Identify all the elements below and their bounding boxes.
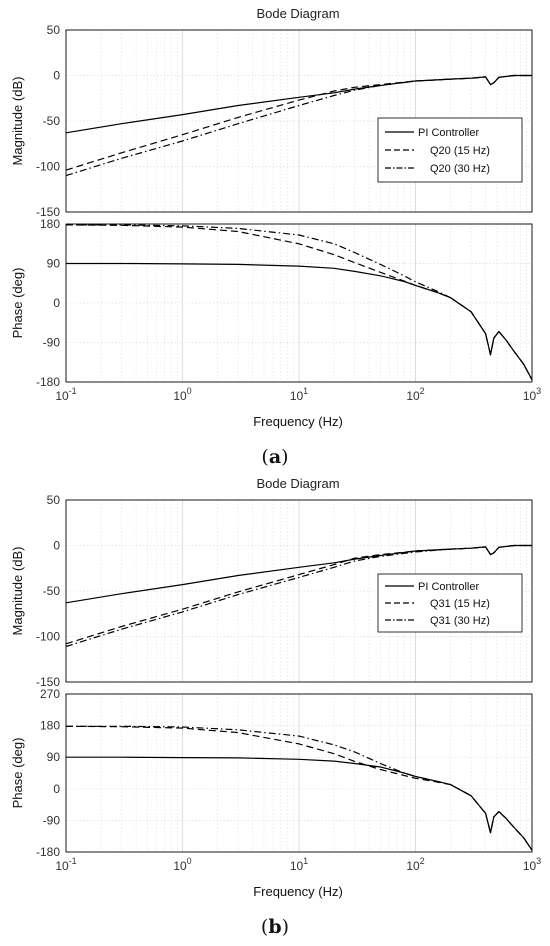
- axes-frame: [65, 29, 533, 213]
- series-line-dashdot: [65, 74, 532, 177]
- legend-b: PI Controller Q31 (15 Hz) Q31 (30 Hz): [377, 573, 523, 633]
- legend-b-item-2: Q31 (15 Hz): [430, 598, 490, 610]
- legend-b-item-3: Q31 (30 Hz): [430, 615, 490, 627]
- axes-frame: [65, 499, 533, 683]
- legend-a-item-1: PI Controller: [418, 127, 479, 139]
- x-tick-label: 101: [290, 856, 308, 873]
- axes-frame: [65, 693, 533, 853]
- x-tick-label: 103: [523, 856, 541, 873]
- y-tick-label: -50: [43, 584, 61, 598]
- legend-a-box: [377, 117, 523, 183]
- y-tick-label: -100: [36, 160, 60, 174]
- x-tick-label: 102: [406, 386, 424, 403]
- y-tick-label: -180: [36, 375, 60, 389]
- y-tick-label: -100: [36, 630, 60, 644]
- y-tick-label: 0: [53, 782, 60, 796]
- y-tick-label: 90: [47, 750, 61, 764]
- legend-b-item-1: PI Controller: [418, 581, 479, 593]
- legend-a: PI Controller Q20 (15 Hz) Q20 (30 Hz): [377, 117, 523, 183]
- series-line-dashdot: [66, 224, 533, 381]
- magnitude-plot-b: -150 -100 -50 0 50 Magnitude (dB): [10, 493, 533, 689]
- series-line-dashdot: [66, 725, 533, 851]
- figure-b-title: Bode Diagram: [256, 476, 339, 491]
- y-tick-label: 270: [40, 687, 60, 701]
- y-tick-label: 0: [53, 539, 60, 553]
- x-tick-label: 10-1: [55, 856, 76, 873]
- phase-plot-a: -180 -90 0 90 180 Phase (deg) 10-1 100 101 102 103: [10, 217, 541, 403]
- series-line-solid: [65, 544, 532, 604]
- y-tick-label: -180: [36, 845, 60, 859]
- y-tick-label: -150: [36, 205, 60, 219]
- caption-a-label: a: [269, 446, 281, 468]
- figure-a-title: Bode Diagram: [256, 6, 339, 21]
- y-tick-label: 90: [47, 257, 61, 271]
- legend-a-item-2: Q20 (15 Hz): [430, 145, 490, 157]
- series-line-dashed: [65, 544, 532, 645]
- figure-a-xlabel: Frequency (Hz): [253, 414, 343, 429]
- series-line-dashed: [65, 74, 532, 171]
- y-axis-label: Phase (deg): [10, 268, 25, 339]
- y-axis-label: Magnitude (dB): [10, 547, 25, 636]
- series-line-dashdot: [65, 544, 532, 648]
- y-tick-label: -90: [43, 813, 61, 827]
- y-tick-label: 50: [47, 493, 61, 507]
- y-tick-label: 180: [40, 719, 60, 733]
- axes-frame: [65, 223, 533, 383]
- x-tick-label: 102: [406, 856, 424, 873]
- y-tick-label: 0: [53, 296, 60, 310]
- y-tick-label: 50: [47, 23, 61, 37]
- y-axis-label: Phase (deg): [10, 738, 25, 809]
- x-tick-label: 103: [523, 386, 541, 403]
- x-tick-label: 100: [173, 856, 191, 873]
- y-tick-label: -50: [43, 114, 61, 128]
- y-tick-label: -90: [43, 336, 61, 350]
- legend-b-box: [377, 573, 523, 633]
- x-tick-label: 10-1: [55, 386, 76, 403]
- legend-a-item-3: Q20 (30 Hz): [430, 163, 490, 175]
- x-tick-label: 100: [173, 386, 191, 403]
- caption-a: (a): [261, 446, 288, 468]
- y-tick-label: -150: [36, 675, 60, 689]
- y-tick-label: 0: [53, 69, 60, 83]
- phase-plot-b: -180 -90 0 90 180 270 Phase (deg) 10-1 100 101 102…: [10, 687, 541, 873]
- caption-b: (b): [261, 916, 289, 938]
- y-axis-label: Magnitude (dB): [10, 77, 25, 166]
- figure-b-xlabel: Frequency (Hz): [253, 884, 343, 899]
- caption-b-label: b: [268, 916, 281, 938]
- y-tick-label: 180: [40, 217, 60, 231]
- x-tick-label: 101: [290, 386, 308, 403]
